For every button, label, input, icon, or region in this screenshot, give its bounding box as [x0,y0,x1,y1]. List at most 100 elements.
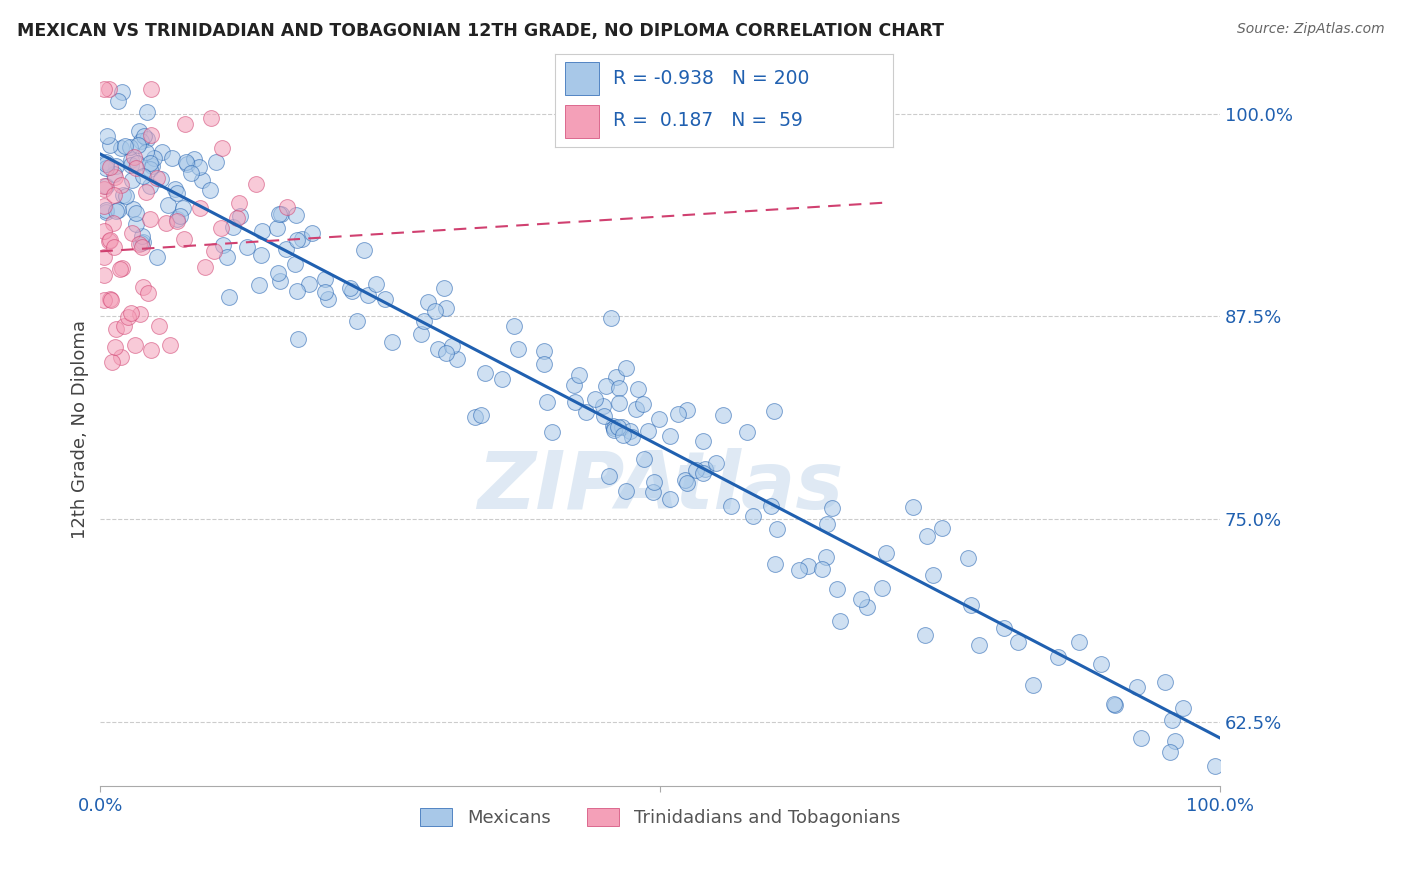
Point [229,209,252,223]
Point [1204,759,1226,773]
Point [533,343,555,358]
Point [93,199,115,213]
Point [381,334,404,349]
Point [270,207,292,221]
Point [117,310,139,324]
Point [103,216,125,230]
Point [339,280,361,294]
Point [828,615,851,629]
Point [169,209,191,223]
Point [599,311,621,326]
Point [592,399,614,413]
Point [180,166,202,180]
Point [98,160,121,174]
Point [93,250,115,264]
Point [266,221,288,235]
Point [427,342,450,356]
Point [673,473,696,487]
Point [619,424,641,438]
Text: R =  0.187   N =  59: R = 0.187 N = 59 [613,111,803,130]
Point [135,185,157,199]
Point [93,82,115,96]
Point [139,128,162,142]
Text: Source: ZipAtlas.com: Source: ZipAtlas.com [1237,22,1385,37]
Point [607,419,630,434]
Point [124,337,146,351]
Point [187,160,209,174]
Point [533,357,555,371]
Point [643,485,665,500]
Point [470,409,492,423]
Point [314,272,336,286]
Point [659,492,682,507]
Point [128,236,150,251]
Point [692,466,714,480]
Point [1022,678,1045,692]
Point [132,129,155,144]
Point [94,205,117,219]
Point [602,419,624,434]
Point [464,410,486,425]
Point [607,396,630,410]
Point [575,405,598,419]
Point [1104,698,1126,713]
Point [711,408,734,422]
Point [269,274,291,288]
Point [797,558,820,573]
Point [856,600,879,615]
Point [141,160,163,174]
Point [353,243,375,257]
Point [620,430,643,444]
Point [658,429,681,443]
Point [103,240,125,254]
Point [820,500,842,515]
Point [433,281,456,295]
Point [931,521,953,535]
Point [346,314,368,328]
Point [141,343,163,358]
Point [129,134,152,148]
Point [1090,657,1112,672]
Point [624,402,647,417]
Point [245,178,267,192]
Point [416,295,439,310]
Point [811,561,834,575]
Point [111,85,134,99]
Text: ZIPAtlas: ZIPAtlas [477,448,844,525]
Point [139,179,162,194]
Point [901,500,924,515]
Point [956,551,979,566]
Point [125,161,148,175]
Point [211,140,233,154]
Point [121,172,143,186]
Point [131,228,153,243]
Point [491,371,513,385]
Point [104,340,127,354]
Point [815,550,838,565]
Point [163,181,186,195]
Point [541,425,564,439]
Point [120,306,142,320]
Point [648,412,671,426]
Point [159,337,181,351]
Bar [565,105,599,138]
Point [1046,649,1069,664]
Point [127,137,149,152]
Point [969,638,991,652]
Point [298,277,321,292]
Point [411,326,433,341]
Point [145,171,167,186]
Point [741,509,763,524]
Point [139,211,162,226]
Point [121,202,143,216]
Point [104,170,127,185]
Point [249,277,271,292]
Point [474,366,496,380]
Point [314,285,336,299]
Point [562,378,585,392]
Point [107,95,129,109]
Point [110,261,132,276]
Point [627,382,650,396]
Point [114,139,136,153]
Point [112,319,135,334]
